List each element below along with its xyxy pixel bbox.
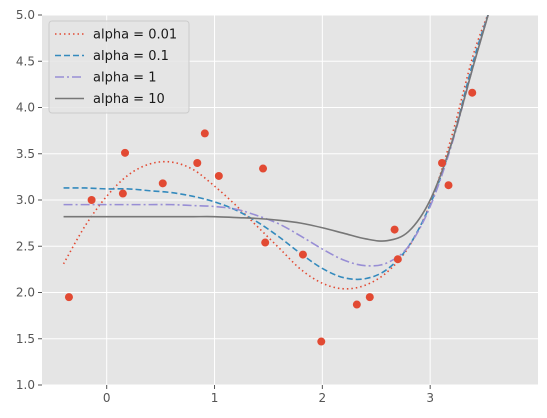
data-point	[64, 293, 73, 302]
y-tick-label: 2.5	[16, 239, 35, 253]
data-point	[298, 250, 307, 259]
legend-label-3: alpha = 1	[93, 71, 156, 86]
data-point	[261, 238, 270, 247]
x-tick-label: 1	[211, 391, 219, 405]
data-point	[444, 181, 453, 190]
series-line-1	[62, 15, 489, 290]
y-tick-label: 4.5	[16, 54, 35, 68]
y-tick-label: 3.5	[16, 147, 35, 161]
data-point	[214, 171, 223, 180]
data-point	[393, 255, 402, 264]
data-point	[390, 225, 399, 234]
data-point	[259, 164, 268, 173]
data-point	[118, 189, 127, 198]
data-point	[87, 196, 96, 204]
data-point	[468, 88, 477, 97]
series-line-3	[63, 15, 489, 267]
y-tick-label: 1.5	[16, 332, 35, 346]
data-point	[317, 337, 326, 346]
y-tick-label: 3.0	[16, 193, 35, 207]
series-line-4	[63, 15, 489, 242]
grid	[42, 14, 538, 386]
y-tick-label: 4.0	[16, 101, 35, 115]
x-tick-label: 0	[103, 391, 111, 405]
y-tick-label: 5.0	[16, 8, 35, 22]
data-point	[193, 159, 202, 167]
data-point	[121, 148, 130, 157]
data-point	[352, 300, 361, 309]
x-tick-label: 2	[319, 391, 327, 405]
axis-ticks: 0 1 2 3 1.0 1.5 2.0 2.5 3.0 3.5 4.0 4.5 5.0	[16, 8, 434, 405]
series-lines	[62, 15, 489, 290]
y-tick-label: 2.0	[16, 286, 35, 300]
data-point	[365, 293, 374, 302]
data-points	[64, 88, 477, 346]
data-point	[158, 179, 167, 188]
legend-box	[48, 20, 190, 114]
data-point	[438, 159, 447, 167]
x-tick-label: 3	[426, 391, 434, 405]
legend: alpha = 0.01 alpha = 0.1 alpha = 1 alpha = …	[48, 20, 190, 114]
legend-label-1: alpha = 0.01	[93, 28, 177, 43]
y-tick-label: 1.0	[16, 378, 35, 392]
legend-label-4: alpha = 10	[93, 92, 165, 107]
legend-label-2: alpha = 0.1	[93, 49, 169, 64]
data-point	[200, 129, 209, 138]
